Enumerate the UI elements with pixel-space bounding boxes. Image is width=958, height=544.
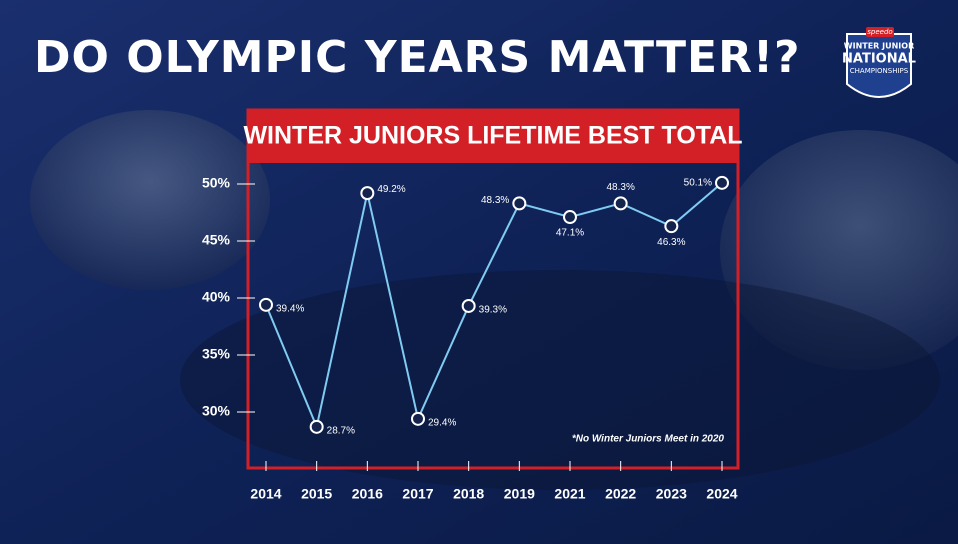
value-label: 28.7% <box>327 425 355 436</box>
y-tick-label: 40% <box>202 289 231 305</box>
x-tick-label: 2021 <box>554 486 585 502</box>
value-label: 47.1% <box>556 228 584 239</box>
y-tick-label: 30% <box>202 403 231 419</box>
data-point <box>411 411 425 426</box>
x-tick-label: 2024 <box>706 486 737 502</box>
x-tick-label: 2023 <box>656 486 687 502</box>
x-tick-label: 2016 <box>352 486 383 502</box>
x-tick-label: 2022 <box>605 486 636 502</box>
logo-brand: speedo <box>867 28 892 36</box>
data-point <box>360 186 375 201</box>
chart-subtitle: WINTER JUNIORS LIFETIME BEST TOTAL <box>243 122 742 150</box>
data-point <box>259 297 273 312</box>
value-label: 46.3% <box>657 237 685 248</box>
data-point <box>461 298 476 313</box>
water <box>180 270 940 490</box>
annotation: *No Winter Juniors Meet in 2020 <box>572 434 725 445</box>
logo: speedo WINTER JUNIOR NATIONAL CHAMPIONSH… <box>842 27 916 98</box>
data-point <box>309 419 324 434</box>
logo-text: WINTER JUNIOR <box>844 42 914 51</box>
value-label: 50.1% <box>684 178 712 189</box>
data-point <box>715 175 729 190</box>
x-tick-label: 2015 <box>301 486 332 502</box>
value-label: 49.2% <box>377 184 405 195</box>
y-tick-label: 35% <box>202 346 231 362</box>
page-title: DO OLYMPIC YEARS MATTER!? <box>34 32 801 83</box>
value-label: 39.4% <box>276 303 304 314</box>
data-line <box>265 182 723 431</box>
header-band <box>248 110 738 163</box>
data-point <box>563 210 577 225</box>
logo-badge <box>866 27 894 37</box>
data-point <box>664 219 679 234</box>
x-tick-label: 2019 <box>504 486 535 502</box>
value-label: 39.3% <box>479 305 507 316</box>
y-tick-label: 45% <box>202 232 231 248</box>
swim-cap <box>30 110 270 290</box>
data-point <box>512 196 527 211</box>
logo-text: CHAMPIONSHIPS <box>850 67 909 75</box>
x-tick-label: 2018 <box>453 486 484 502</box>
logo-text: NATIONAL <box>842 52 916 67</box>
logo-shield <box>846 33 912 98</box>
y-tick-label: 50% <box>202 175 231 191</box>
value-label: 48.3% <box>481 195 509 206</box>
x-tick-label: 2017 <box>402 486 433 502</box>
data-point <box>613 196 628 211</box>
value-label: 29.4% <box>428 417 456 428</box>
x-tick-label: 2014 <box>250 486 281 502</box>
value-label: 48.3% <box>606 182 634 193</box>
swim-cap <box>720 130 958 370</box>
